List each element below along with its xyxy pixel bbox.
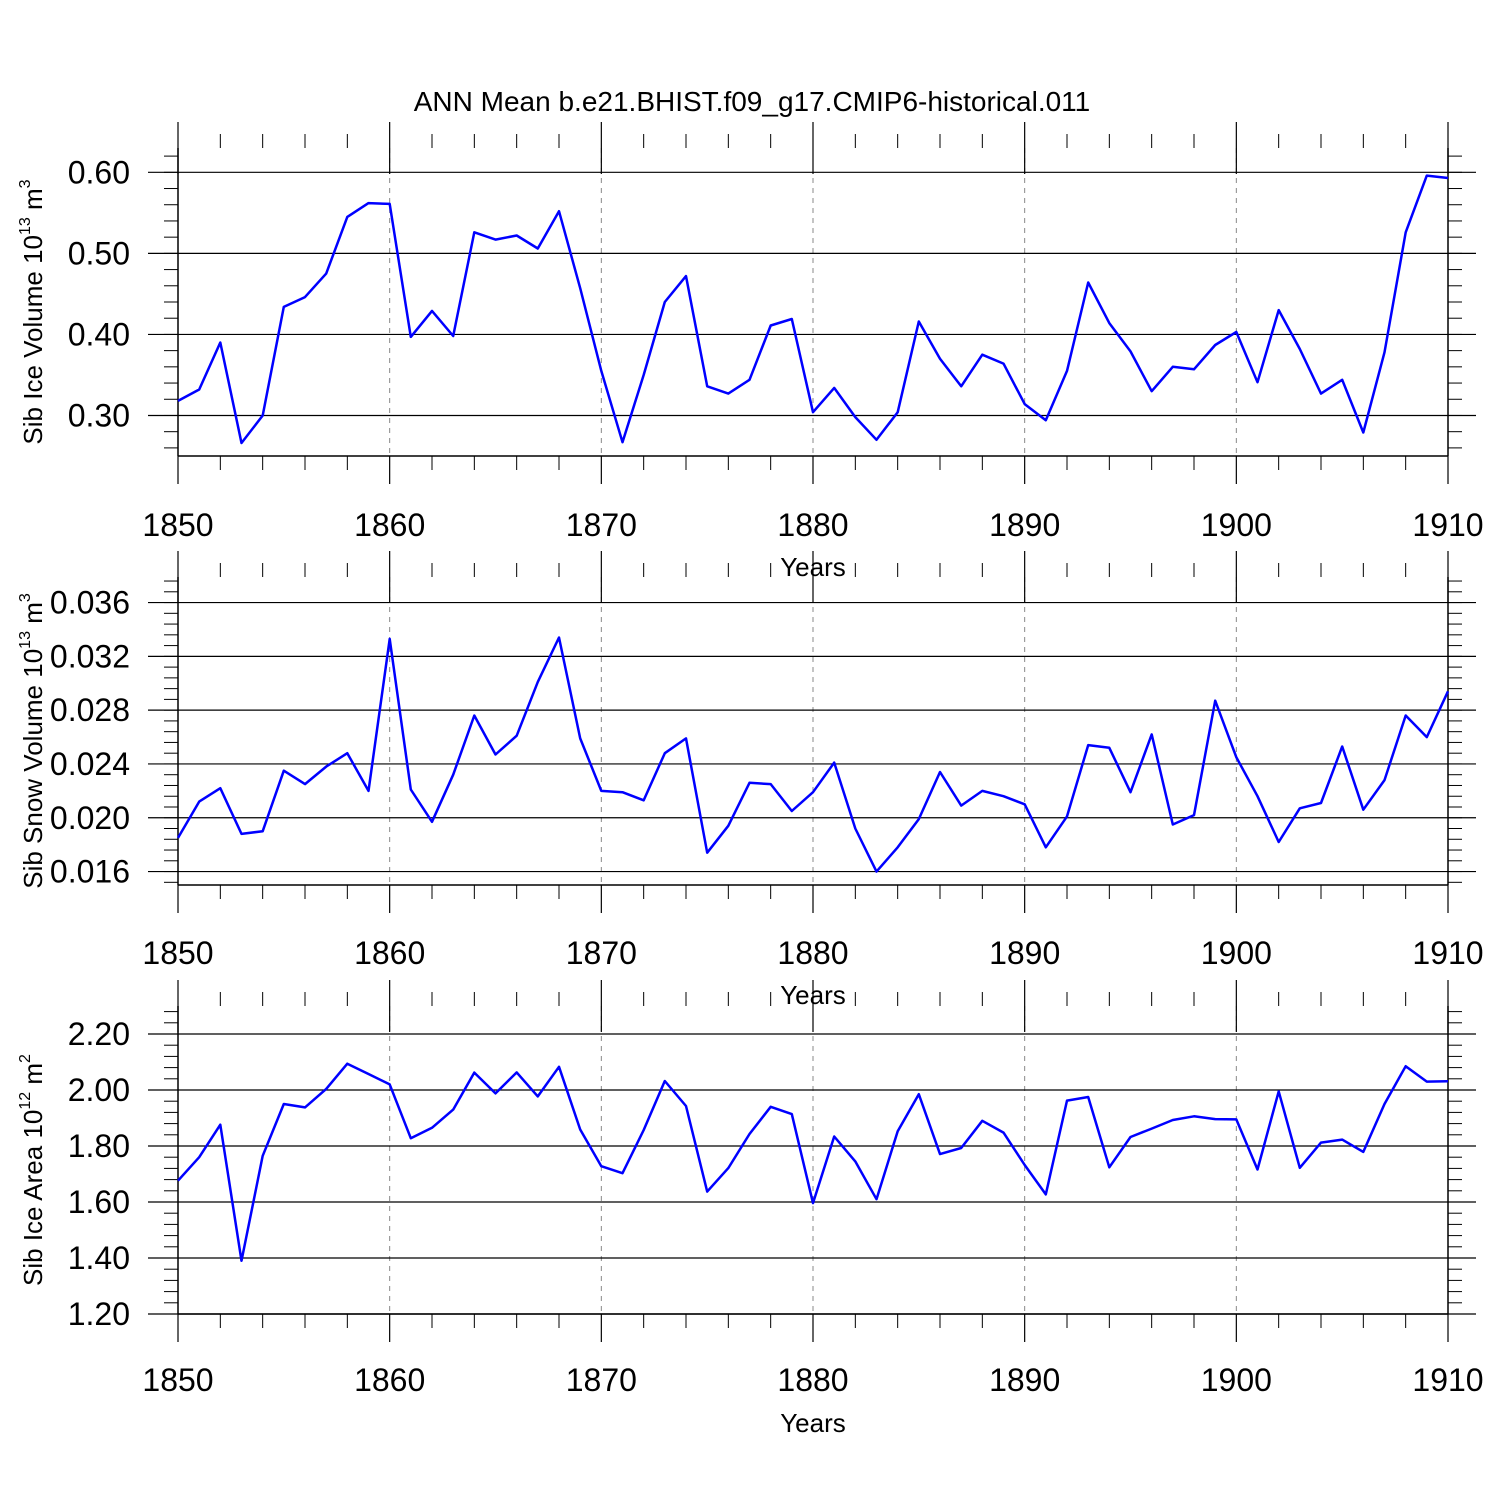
x-tick-label: 1870 — [566, 1362, 637, 1398]
x-tick-label: 1910 — [1412, 935, 1483, 971]
y-axis-label: Sib Ice Area 1012 m2 — [17, 1054, 48, 1286]
figure-title: ANN Mean b.e21.BHIST.f09_g17.CMIP6-histo… — [414, 86, 1090, 117]
panel-3: 1.20 1.40 1.60 1.80 2.00 2.20 1850 1860 1870 1880… — [17, 980, 1484, 1438]
x-tick-label: 1900 — [1201, 935, 1272, 971]
y-axis-label: Sib Ice Volume 1013 m3 — [17, 179, 48, 444]
x-tick-label: 1860 — [354, 507, 425, 543]
y-tick-label: 0.50 — [68, 235, 130, 271]
x-tick-label: 1910 — [1412, 1362, 1483, 1398]
y-tick-label: 1.40 — [68, 1240, 130, 1276]
x-tick-label: 1880 — [777, 935, 848, 971]
y-tick-label: 0.40 — [68, 316, 130, 352]
y-tick-label: 0.016 — [50, 854, 130, 890]
y-tick-label: 0.020 — [50, 800, 130, 836]
x-tick-label: 1910 — [1412, 507, 1483, 543]
y-tick-label: 0.60 — [68, 154, 130, 190]
x-tick-label: 1850 — [142, 1362, 213, 1398]
series-line — [176, 636, 1450, 873]
x-tick-label: 1870 — [566, 507, 637, 543]
y-tick-label: 0.024 — [50, 746, 130, 782]
y-tick-label: 1.80 — [68, 1128, 130, 1164]
y-tick-label: 2.00 — [68, 1072, 130, 1108]
x-tick-label: 1860 — [354, 1362, 425, 1398]
series-line — [177, 1062, 1449, 1263]
y-tick-label: 2.20 — [68, 1016, 130, 1052]
y-axis-label: Sib Snow Volume 1013 m3 — [17, 593, 48, 889]
x-tick-label: 1880 — [777, 1362, 848, 1398]
x-tick-label: 1870 — [566, 935, 637, 971]
y-tick-label: 1.20 — [68, 1296, 130, 1332]
x-tick-label: 1860 — [354, 935, 425, 971]
x-tick-label: 1900 — [1201, 1362, 1272, 1398]
x-tick-label: 1890 — [989, 1362, 1060, 1398]
panel-1: 0.30 0.40 0.50 0.60 1850 1860 1870 1880 1890 1900… — [17, 122, 1484, 582]
x-axis-label: Years — [780, 1408, 846, 1438]
y-tick-label: 0.30 — [68, 397, 130, 433]
x-tick-label: 1890 — [989, 935, 1060, 971]
panels: 0.30 0.40 0.50 0.60 1850 1860 1870 1880 1890 1900… — [17, 122, 1484, 1438]
x-tick-label: 1890 — [989, 507, 1060, 543]
y-tick-label: 0.028 — [50, 692, 130, 728]
x-tick-label: 1850 — [142, 935, 213, 971]
y-tick-label: 0.032 — [50, 638, 130, 674]
x-tick-label: 1850 — [142, 507, 213, 543]
y-tick-label: 1.60 — [68, 1184, 130, 1220]
y-tick-label: 0.036 — [50, 585, 130, 621]
series-line — [177, 174, 1449, 445]
panel-2: 0.016 0.020 0.024 0.028 0.032 0.036 1850 1860 18… — [17, 551, 1484, 1010]
x-tick-label: 1900 — [1201, 507, 1272, 543]
x-tick-label: 1880 — [777, 507, 848, 543]
